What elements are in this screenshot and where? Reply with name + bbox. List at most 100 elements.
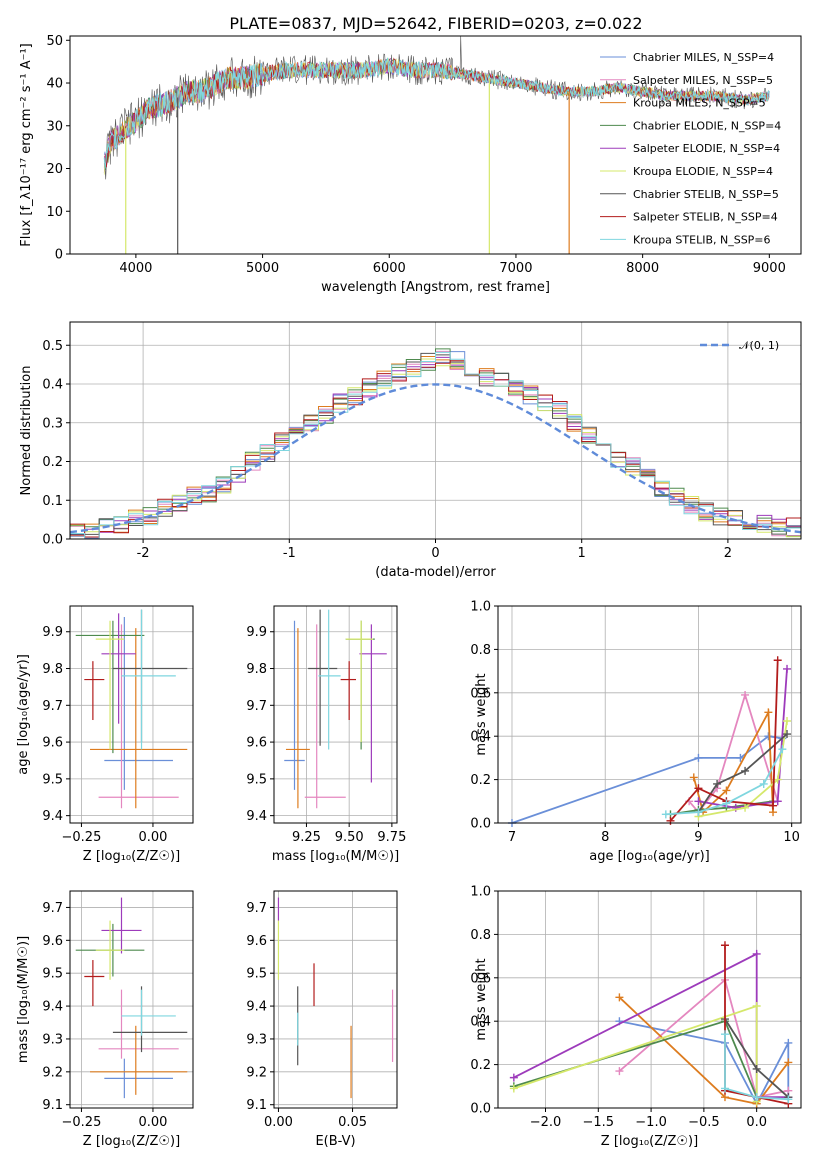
x-tick-label: 2	[724, 546, 732, 561]
legend-entry: Kroupa MILES, N_SSP=5	[633, 97, 766, 110]
x-tick-label: 0.05	[338, 1115, 367, 1130]
x-tick-label: −1.5	[583, 1115, 615, 1130]
axes-frame	[69, 605, 194, 824]
y-tick-label: 1.0	[470, 600, 491, 615]
x-tick-label: 9.75	[377, 830, 406, 845]
y-tick-label: 9.6	[246, 934, 267, 949]
legend-entry: Chabrier ELODIE, N_SSP=4	[633, 119, 781, 132]
age-vs-Z-panel: −0.25 0.00 9.4 9.5 9.6 9.7 9.8 9.9 Z [log₁₀(Z/Z☉…	[16, 606, 193, 864]
y-tick-label: 9.6	[42, 934, 63, 949]
weight-vs-age-panel: 7 8 9 10 0.0 0.2 0.4 0.6 0.8 1.0 age [log₁₀(age/yr…	[470, 600, 801, 864]
mass-weight-point	[769, 801, 778, 810]
mass-weight-point	[509, 1073, 518, 1082]
mass-weight-point	[783, 664, 792, 673]
mass-weight-point	[731, 803, 740, 812]
mass-weight-point	[741, 803, 750, 812]
mass-weight-point	[720, 1084, 729, 1093]
x-axis-label: E(B-V)	[315, 1134, 355, 1149]
y-tick-label: 9.3	[42, 1032, 63, 1047]
y-axis-label: mass [log₁₀(M/M☉)]	[16, 936, 31, 1063]
y-tick-label: 0.0	[42, 533, 63, 548]
mass-weight-point	[694, 784, 703, 793]
legend-entry: Salpeter STELIB, N_SSP=4	[633, 211, 778, 224]
mass-weight-point	[694, 797, 703, 806]
axes-frame	[273, 605, 398, 824]
y-tick-label: 30	[46, 119, 63, 134]
y-tick-label: 9.4	[42, 809, 63, 824]
residuals-panel: -2 -1 0 1 2 0.0 0.1 0.2 0.3 0.4 0.5 (data-model)/er…	[19, 322, 802, 580]
x-tick-label: 8	[601, 830, 609, 845]
x-tick-label: 10	[783, 830, 800, 845]
mass-weight-point	[694, 753, 703, 762]
axes-frame	[69, 890, 194, 1109]
normal-reference-curve	[69, 383, 802, 534]
x-tick-label: 9	[694, 830, 702, 845]
mass-vs-Z-panel: −0.25 0.00 9.1 9.2 9.3 9.4 9.5 9.6 9.7 Z [log₁₀(Z…	[16, 891, 193, 1149]
y-tick-label: 9.9	[246, 625, 267, 640]
mass-weight-point	[759, 779, 768, 788]
mass-weight-point	[752, 949, 761, 958]
y-tick-label: 9.5	[246, 967, 267, 982]
mass-weight-point	[764, 732, 773, 741]
y-tick-label: 9.5	[246, 772, 267, 787]
x-tick-label: 5000	[246, 261, 279, 276]
mass-weight-point	[720, 1030, 729, 1039]
y-tick-label: 9.5	[42, 967, 63, 982]
y-tick-label: 9.6	[246, 736, 267, 751]
x-tick-label: 7	[508, 830, 516, 845]
x-tick-label: 0	[431, 546, 439, 561]
x-tick-label: 0.00	[138, 830, 167, 845]
x-tick-label: −0.25	[62, 1115, 102, 1130]
x-axis-label: age [log₁₀(age/yr)]	[589, 849, 710, 864]
y-tick-label: 0.1	[42, 494, 63, 509]
y-tick-label: 9.7	[42, 699, 63, 714]
mass-weight-point	[722, 786, 731, 795]
axes-frame	[497, 890, 802, 1109]
legend-entry: 𝒩(0, 1)	[739, 339, 779, 352]
y-tick-label: 9.8	[42, 662, 63, 677]
mass-vs-EBV-panel: 0.00 0.05 9.1 9.2 9.3 9.4 9.5 9.6 9.7 E(B-V)	[246, 891, 397, 1149]
legend-entry: Kroupa STELIB, N_SSP=6	[633, 233, 771, 246]
mass-weight-point	[784, 1038, 793, 1047]
x-tick-label: -2	[137, 546, 150, 561]
x-axis-label: (data-model)/error	[375, 565, 496, 580]
x-tick-label: 9000	[753, 261, 786, 276]
x-tick-label: −2.0	[530, 1115, 562, 1130]
y-tick-label: 9.6	[42, 736, 63, 751]
y-tick-label: 9.2	[246, 1065, 267, 1080]
x-tick-label: 7000	[499, 261, 532, 276]
y-axis-label: mass weight	[474, 958, 489, 1040]
spectrum-series-line	[103, 57, 770, 169]
residual-histogram-line	[70, 358, 801, 538]
y-tick-label: 9.1	[42, 1098, 63, 1113]
x-tick-label: 0.00	[264, 1115, 293, 1130]
mass-weight-point	[764, 708, 773, 717]
mass-weight-point	[694, 808, 703, 817]
weight-vs-Z-panel: −2.0 −1.5 −1.0 −0.5 0.0 0.0 0.2 0.4 0.6 0.8 1.0 Z […	[470, 885, 801, 1149]
y-tick-label: 9.7	[42, 901, 63, 916]
x-tick-label: −0.25	[62, 830, 102, 845]
figure-title: PLATE=0837, MJD=52642, FIBERID=0203, z=0…	[229, 14, 642, 33]
x-tick-label: 9.25	[292, 830, 321, 845]
mass-weight-point	[773, 797, 782, 806]
legend-entry: Chabrier STELIB, N_SSP=5	[633, 188, 779, 201]
legend-entry: Salpeter ELODIE, N_SSP=4	[633, 142, 780, 155]
x-tick-label: 9.50	[335, 830, 364, 845]
y-tick-label: 20	[46, 162, 63, 177]
mass-weight-point	[722, 799, 731, 808]
x-tick-label: 8000	[626, 261, 659, 276]
y-tick-label: 0.8	[470, 643, 491, 658]
residual-histogram-line	[70, 360, 801, 538]
mass-weight-line	[692, 709, 774, 814]
mass-weight-line	[618, 978, 789, 1099]
y-tick-label: 9.5	[42, 772, 63, 787]
y-tick-label: 0.0	[470, 1102, 491, 1117]
y-tick-label: 9.7	[246, 901, 267, 916]
y-tick-label: 50	[46, 34, 63, 49]
y-tick-label: 1.0	[470, 885, 491, 900]
mass-weight-point	[720, 941, 729, 950]
spectrum-panel: 4000 5000 6000 7000 8000 9000 0 10 20 30 40 50 wavel…	[19, 34, 786, 295]
mass-weight-point	[741, 690, 750, 699]
y-tick-label: 9.8	[246, 662, 267, 677]
y-tick-label: 0.6	[470, 971, 491, 986]
